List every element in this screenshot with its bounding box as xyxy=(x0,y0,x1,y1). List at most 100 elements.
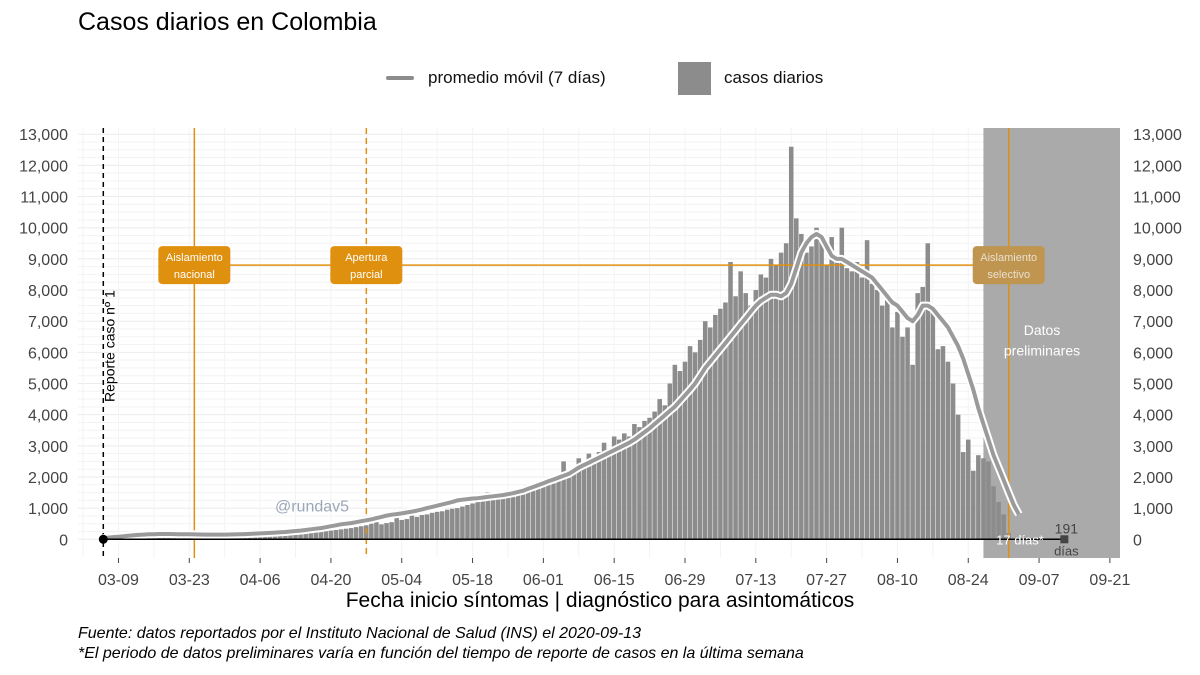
x-tick-label: 05-18 xyxy=(452,572,493,589)
days-191-number: 191 xyxy=(1055,520,1079,536)
y-tick-label-right: 1,000 xyxy=(1133,501,1173,518)
aislamiento-selectivo-label-line2: selectivo xyxy=(987,269,1030,281)
bar xyxy=(404,519,410,540)
bar xyxy=(814,227,819,540)
chart-title: Casos diarios en Colombia xyxy=(78,8,377,36)
bar xyxy=(778,252,784,540)
y-tick-label-left: 9,000 xyxy=(28,252,68,269)
bar xyxy=(475,501,480,540)
x-tick-label: 07-13 xyxy=(735,572,776,589)
bar xyxy=(925,243,931,540)
x-tick-label: 06-01 xyxy=(523,572,564,589)
bar xyxy=(864,240,870,540)
bar xyxy=(384,523,389,540)
bar xyxy=(343,528,349,540)
legend-bar-swatch xyxy=(678,62,711,95)
bar xyxy=(713,314,718,540)
x-tick-label: 05-04 xyxy=(381,572,422,589)
bar xyxy=(632,424,637,540)
bar xyxy=(374,522,379,540)
bar xyxy=(490,498,496,540)
y-axis-right: 0 1,000 2,000 3,000 4,000 5,000 6,000 7,000 8,00… xyxy=(1133,127,1182,549)
bar xyxy=(505,497,511,540)
bar xyxy=(313,532,319,540)
bar xyxy=(278,533,283,540)
bar xyxy=(996,501,1001,540)
bar xyxy=(551,483,556,540)
legend-bar-label: casos diarios xyxy=(724,68,824,87)
bar xyxy=(652,411,657,540)
bar xyxy=(758,274,764,540)
y-tick-label-left: 2,000 xyxy=(28,470,68,487)
bar xyxy=(642,420,647,540)
bar xyxy=(434,511,440,540)
bar xyxy=(419,515,425,540)
y-tick-label-left: 13,000 xyxy=(19,127,68,144)
aislamiento-selectivo-label-line1: Aislamiento xyxy=(980,252,1037,264)
bar xyxy=(910,364,915,540)
aislamiento-nacional-label-line1: Aislamiento xyxy=(166,252,223,264)
moving-average-line xyxy=(103,231,1021,541)
bar xyxy=(697,339,703,540)
bar xyxy=(859,277,865,540)
bar xyxy=(601,442,607,540)
bar xyxy=(586,453,592,540)
y-tick-label-right: 9,000 xyxy=(1133,252,1173,269)
caption-note: *El periodo de datos preliminares varía … xyxy=(78,645,804,662)
bar xyxy=(647,417,652,540)
y-tick-label-right: 0 xyxy=(1133,532,1142,549)
x-tick-label: 06-15 xyxy=(594,572,635,589)
first-case-point xyxy=(98,534,108,544)
y-tick-label-left: 11,000 xyxy=(20,190,68,207)
first-case-label: Reporte caso nº 1 xyxy=(101,290,117,402)
bar xyxy=(854,261,860,540)
bar xyxy=(429,512,435,540)
apertura-parcial-label-line2: parcial xyxy=(350,269,382,281)
bar xyxy=(541,486,546,540)
bar xyxy=(905,327,910,540)
bar xyxy=(298,533,303,540)
bar xyxy=(414,516,420,540)
x-tick-label: 09-21 xyxy=(1089,572,1130,589)
seventeen-days-label: 17 días* xyxy=(996,532,1044,547)
x-axis-title: Fecha inicio síntomas | diagnóstico para… xyxy=(345,589,855,612)
preliminary-label-line2: preliminares xyxy=(1004,342,1080,358)
y-tick-label-left: 1,000 xyxy=(28,501,68,518)
bar xyxy=(571,467,576,540)
bar xyxy=(525,491,531,540)
aislamiento-nacional-label-line2: nacional xyxy=(174,269,215,281)
bar xyxy=(1001,514,1006,540)
chart-annotations: Aislamiento nacional Apertura parcial Aislam… xyxy=(101,246,1080,558)
bar xyxy=(804,252,809,540)
y-tick-label-right: 5,000 xyxy=(1133,377,1173,394)
legend-line-swatch xyxy=(386,76,414,80)
bar xyxy=(768,258,774,540)
y-tick-label-left: 12,000 xyxy=(19,158,68,175)
bar xyxy=(809,246,814,540)
watermark-text: @rundav5 xyxy=(275,498,349,515)
bar xyxy=(743,293,748,540)
bar xyxy=(637,427,642,540)
bar xyxy=(718,308,723,540)
bar xyxy=(895,311,900,540)
x-tick-label: 07-27 xyxy=(806,572,847,589)
bar xyxy=(272,534,278,540)
bar xyxy=(783,243,789,540)
bar xyxy=(763,277,769,540)
bar xyxy=(965,439,971,540)
bar xyxy=(611,436,617,540)
bar xyxy=(500,495,506,540)
x-tick-label: 09-07 xyxy=(1019,572,1060,589)
bar xyxy=(960,452,966,540)
y-tick-label-right: 7,000 xyxy=(1133,314,1173,331)
bar xyxy=(662,405,668,540)
bar xyxy=(657,399,662,540)
bar xyxy=(348,528,354,540)
bar xyxy=(935,349,941,540)
bar xyxy=(303,532,308,540)
bar xyxy=(338,529,344,540)
bar xyxy=(915,293,920,540)
bar xyxy=(687,346,693,540)
legend: promedio móvil (7 días) casos diarios xyxy=(0,60,1200,96)
bar xyxy=(576,458,582,540)
